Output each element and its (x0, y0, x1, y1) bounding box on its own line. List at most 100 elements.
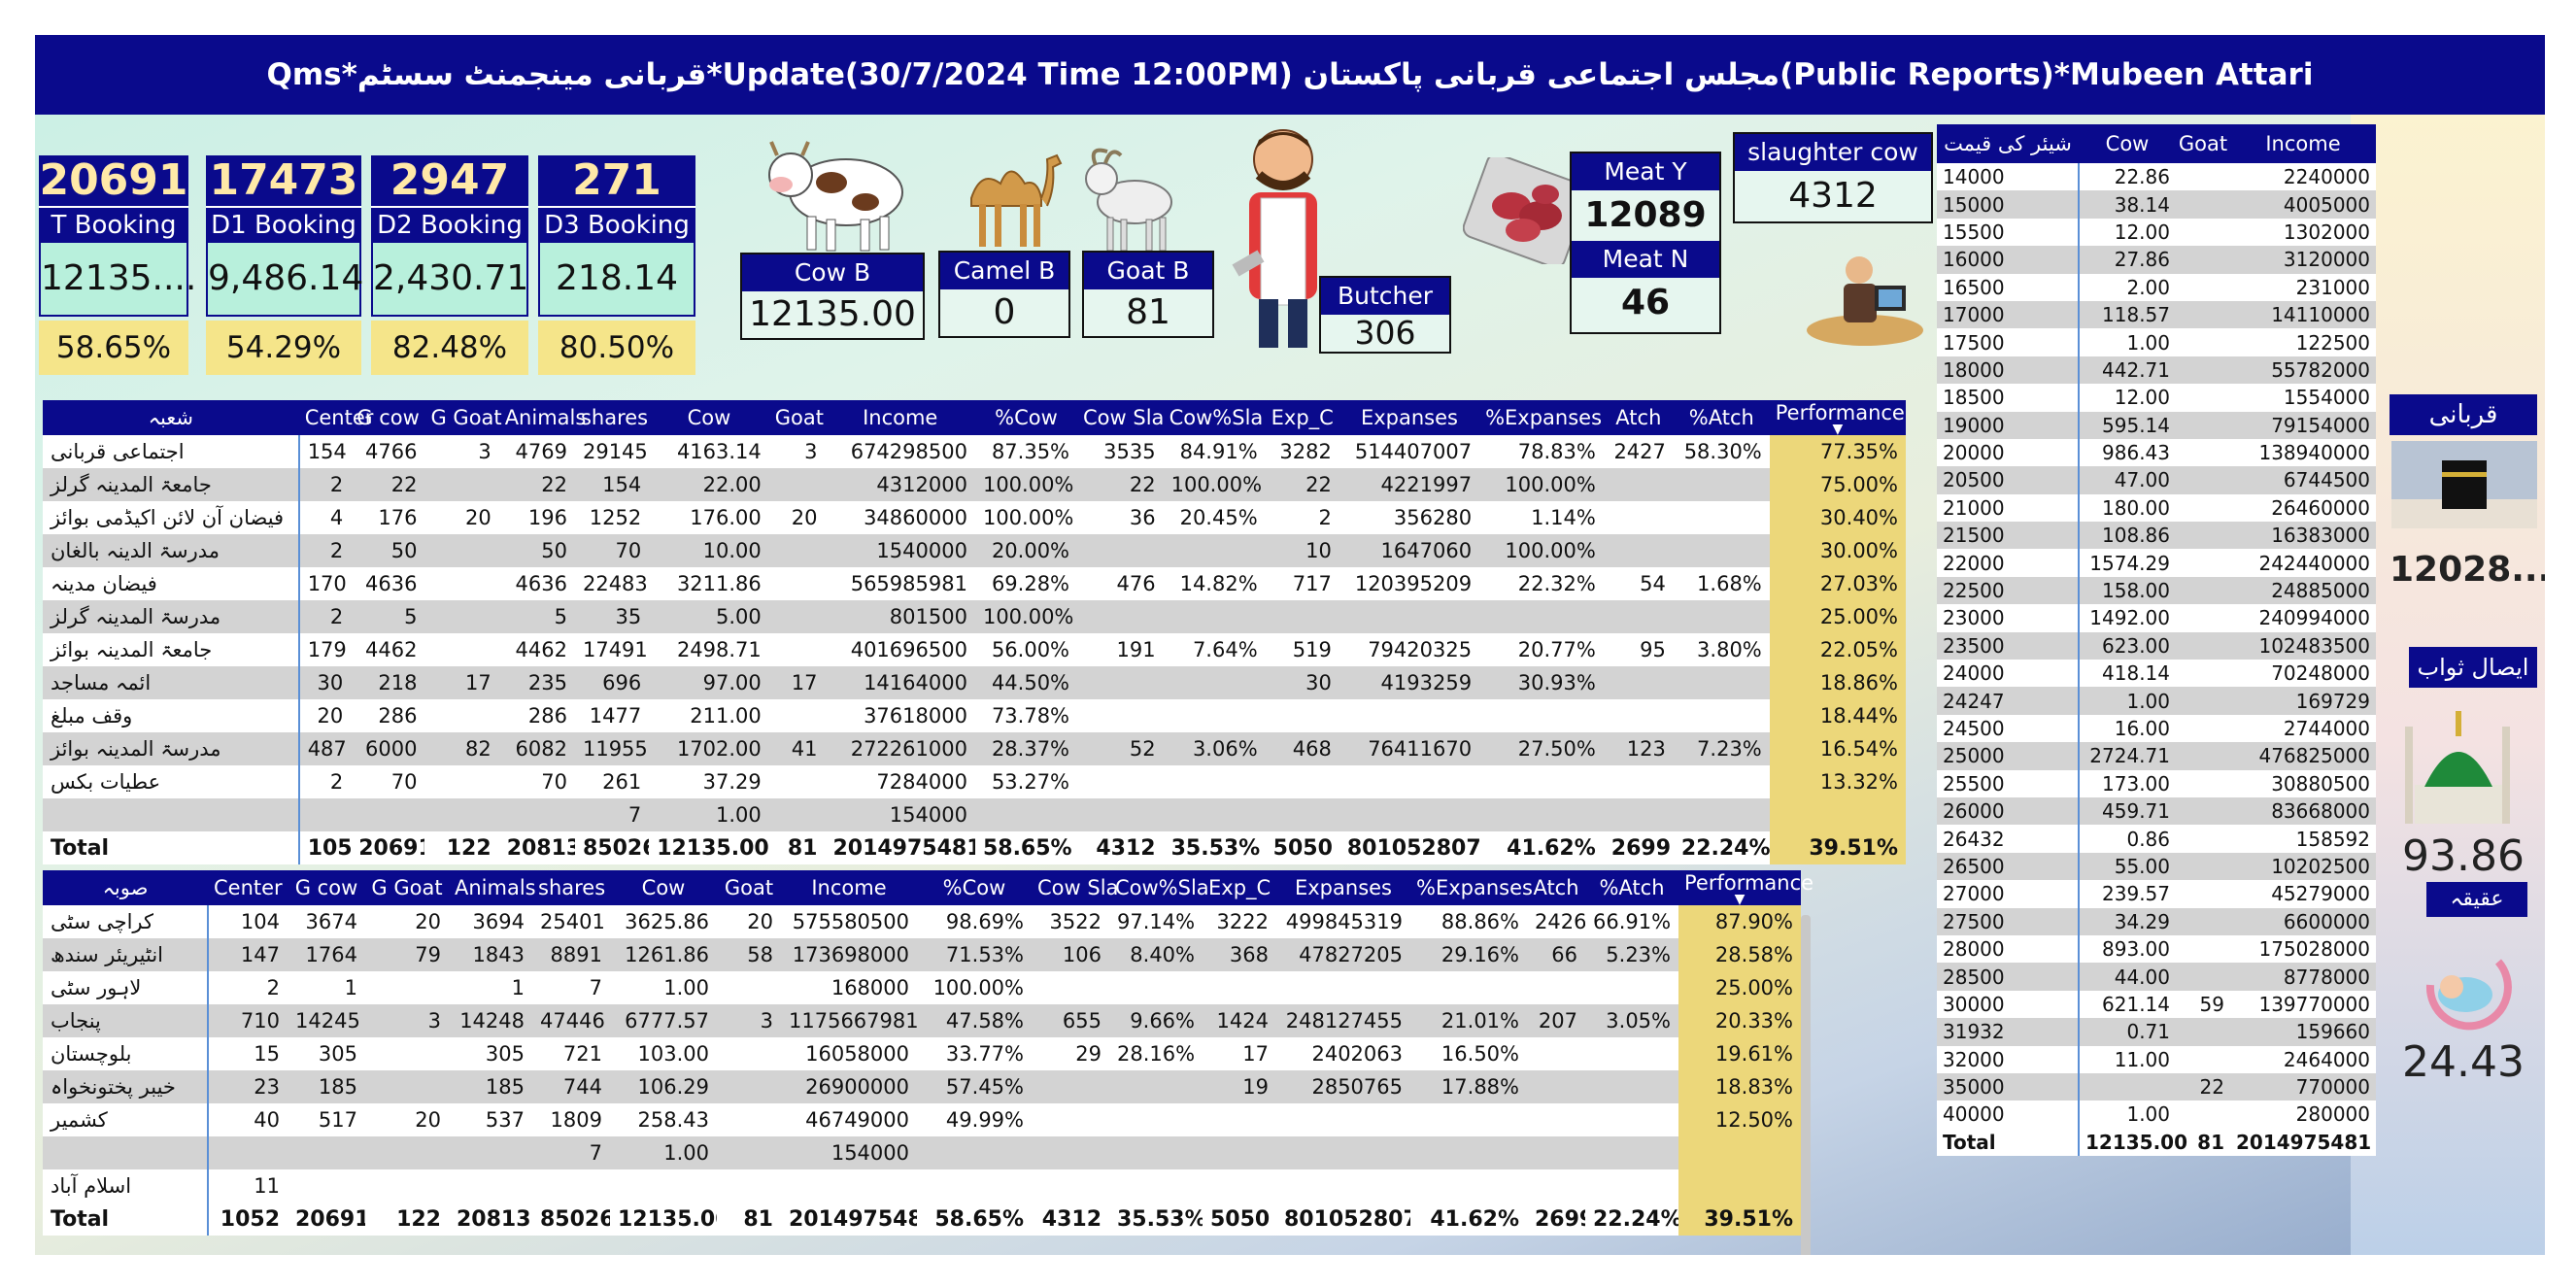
table-row[interactable]: 23000 1492.00 240994000 (1937, 604, 2376, 632)
table-row[interactable]: 25000 2724.71 476825000 (1937, 742, 2376, 770)
column-header[interactable]: Atch (1603, 400, 1674, 435)
column-header[interactable]: Goat (768, 400, 826, 435)
table-row[interactable]: بلوچستان 15 305 305 721 103.00 16058000 33.77% 2… (43, 1037, 1801, 1070)
table-row[interactable]: 24247 1.00 169729 (1937, 687, 2376, 715)
slaughter-cow-card[interactable]: slaughter cow 4312 (1733, 132, 1933, 223)
column-header[interactable]: شیئر کی قیمت (1937, 124, 2079, 163)
table-row[interactable]: 27000 239.57 45279000 (1937, 880, 2376, 908)
table-row[interactable]: 28000 893.00 175028000 (1937, 934, 2376, 964)
table-row[interactable]: 26000 459.71 83668000 (1937, 796, 2376, 826)
column-header[interactable]: Cow (610, 870, 717, 905)
table-row[interactable]: خیبر پختونخواہ 23 185 185 744 106.29 26900000 5… (43, 1070, 1801, 1103)
column-header[interactable]: Center (298, 400, 373, 435)
column-header[interactable]: G Goat (365, 870, 449, 905)
department-table[interactable]: شعبہ Center G cow G Goat Animals shares Cow Goa… (43, 400, 1906, 864)
table-row[interactable]: 20000 986.43 138940000 (1937, 438, 2376, 467)
table-row[interactable]: 7 1.00 154000 (43, 1136, 1801, 1169)
table-row[interactable]: مدرسۃ المدینہ بوائز 487 6000 82 6082 11955 170… (43, 732, 1906, 765)
province-table-scrollbar[interactable] (1801, 915, 1811, 1255)
table-row[interactable]: 27500 34.29 6600000 (1937, 907, 2376, 935)
column-header[interactable]: G cow (351, 400, 425, 435)
column-header[interactable]: Income (2230, 124, 2376, 163)
column-header[interactable]: %Atch (1585, 870, 1678, 905)
table-row[interactable]: مدرسۃ الدینہ بالغان 2 50 50 70 10.00 1540000 20… (43, 534, 1906, 567)
table-row[interactable]: 22000 1574.29 242440000 (1937, 549, 2376, 577)
column-header[interactable]: Exp_C (1203, 870, 1276, 905)
butcher-card[interactable]: Butcher 306 (1319, 276, 1451, 354)
column-header[interactable]: Expanses (1339, 400, 1480, 435)
table-row[interactable]: 19000 595.14 79154000 (1937, 411, 2376, 439)
table-row[interactable]: 21000 180.00 26460000 (1937, 493, 2376, 523)
column-header[interactable]: صوبہ (43, 870, 208, 905)
table-row[interactable]: 7 1.00 154000 (43, 798, 1906, 831)
table-row[interactable]: 18500 12.00 1554000 (1937, 384, 2376, 412)
column-header[interactable]: shares (574, 400, 650, 435)
table-row[interactable]: 31932 0.71 159660 (1937, 1018, 2376, 1046)
meat-card[interactable]: Meat Y 12089 Meat N 46 (1570, 152, 1721, 334)
table-row[interactable]: 17000 118.57 14110000 (1937, 300, 2376, 329)
column-header[interactable]: Income (781, 870, 917, 905)
column-header[interactable]: Goat (2176, 124, 2230, 163)
table-row[interactable]: 20500 47.00 6744500 (1937, 466, 2376, 494)
sort-arrow-icon[interactable]: ▼ (1734, 892, 1746, 907)
table-row[interactable]: 35000 22 770000 (1937, 1072, 2376, 1101)
table-row[interactable]: 22500 158.00 24885000 (1937, 576, 2376, 605)
cow-b-card[interactable]: Cow B 12135.00 (740, 253, 925, 340)
column-header[interactable]: Cow Sla (1077, 400, 1164, 435)
column-header[interactable]: Cow (649, 400, 769, 435)
kpi-total-booking[interactable]: 20691 T Booking 12135.... 58.65% (39, 155, 196, 375)
kpi-d2-booking[interactable]: 2947 D2 Booking 2,430.71 82.48% (371, 155, 528, 375)
table-row[interactable]: 28500 44.00 8778000 (1937, 963, 2376, 991)
table-row[interactable]: 16000 27.86 3120000 (1937, 246, 2376, 274)
table-row[interactable]: 17500 1.00 122500 (1937, 328, 2376, 356)
sort-arrow-icon[interactable]: ▼ (1832, 422, 1844, 437)
column-header[interactable]: %Atch (1673, 400, 1770, 435)
table-row[interactable]: کراچی سٹی 104 3674 20 3694 25401 3625.86 20 5755… (43, 905, 1801, 938)
column-header[interactable]: شعبہ (43, 400, 299, 435)
table-row[interactable]: 40000 1.00 280000 (1937, 1101, 2376, 1129)
table-row[interactable]: 15000 38.14 4005000 (1937, 190, 2376, 219)
table-row[interactable]: اجتماعی قربانی 154 4766 3 4769 29145 4163.14 3 6… (43, 435, 1906, 468)
table-row[interactable]: 26432 0.86 158592 (1937, 825, 2376, 853)
table-row[interactable]: 21500 108.86 16383000 (1937, 522, 2376, 550)
table-row[interactable]: 24000 418.14 70248000 (1937, 660, 2376, 688)
table-row[interactable]: 32000 11.00 2464000 (1937, 1045, 2376, 1073)
column-header[interactable]: %Cow (917, 870, 1032, 905)
column-header[interactable]: Animals (498, 400, 586, 435)
column-header[interactable]: Performance ▼ (1678, 870, 1813, 907)
table-row[interactable]: پنجاب 710 14245 3 14248 47446 6777.57 3 11756679… (43, 1004, 1801, 1037)
kpi-d1-booking[interactable]: 17473 D1 Booking 9,486.14 54.29% (206, 155, 363, 375)
table-row[interactable]: اسلام آباد 11 (43, 1169, 1801, 1202)
table-row[interactable]: 14000 22.86 2240000 (1937, 163, 2376, 191)
column-header[interactable]: Atch (1527, 870, 1585, 905)
table-row[interactable]: 26500 55.00 10202500 (1937, 852, 2376, 881)
table-row[interactable]: 18000 442.71 55782000 (1937, 356, 2376, 385)
column-header[interactable]: Performance ▼ (1769, 400, 1906, 437)
province-table[interactable]: صوبہ Center G cow G Goat Animals shares Cow Goa… (43, 870, 1813, 1236)
table-row[interactable]: لاہور سٹی 2 1 1 7 1.00 168000 100.00% 25.00% (43, 971, 1801, 1004)
table-row[interactable]: فیضان مدینہ 170 4636 4636 22483 3211.86 565985… (43, 567, 1906, 600)
table-row[interactable]: فیضان آن لائن اکیڈمی بوائز 4 176 20 196 1252 1… (43, 501, 1906, 534)
column-header[interactable]: Cow Sla (1032, 870, 1118, 905)
table-row[interactable]: کشمیر 40 517 20 537 1809 258.43 46749000 49.99% 1… (43, 1103, 1801, 1136)
column-header[interactable]: Expanses (1276, 870, 1410, 905)
kpi-d3-booking[interactable]: 271 D3 Booking 218.14 80.50% (538, 155, 695, 375)
column-header[interactable]: Animals (449, 870, 536, 905)
column-header[interactable]: Income (825, 400, 975, 435)
table-row[interactable]: 15500 12.00 1302000 (1937, 218, 2376, 247)
table-row[interactable]: 25500 173.00 30880500 (1937, 769, 2376, 797)
column-header[interactable]: %Cow (974, 400, 1078, 435)
goat-b-card[interactable]: Goat B 81 (1082, 251, 1214, 338)
camel-b-card[interactable]: Camel B 0 (938, 251, 1070, 338)
table-row[interactable]: عطیات بکس 2 70 70 261 37.29 7284000 53.27% 13.32… (43, 765, 1906, 798)
column-header[interactable]: G cow (288, 870, 365, 905)
table-row[interactable]: 23500 623.00 102483500 (1937, 631, 2376, 660)
column-header[interactable]: Cow (2079, 124, 2176, 163)
column-header[interactable]: %Expanses (1410, 870, 1533, 905)
table-row[interactable]: 16500 2.00 231000 (1937, 273, 2376, 301)
share-price-table[interactable]: شیئر کی قیمت Cow Goat Income 14000 22.86 2240… (1937, 124, 2376, 1157)
table-row[interactable]: ائمہ مساجد 30 218 17 235 696 97.00 17 14164000 44… (43, 666, 1906, 699)
table-row[interactable]: جامعۃ المدینہ بوائز 179 4462 4462 17491 2498.… (43, 633, 1906, 666)
column-header[interactable]: Cow%Sla (1163, 400, 1266, 435)
column-header[interactable]: Exp_C (1265, 400, 1339, 435)
